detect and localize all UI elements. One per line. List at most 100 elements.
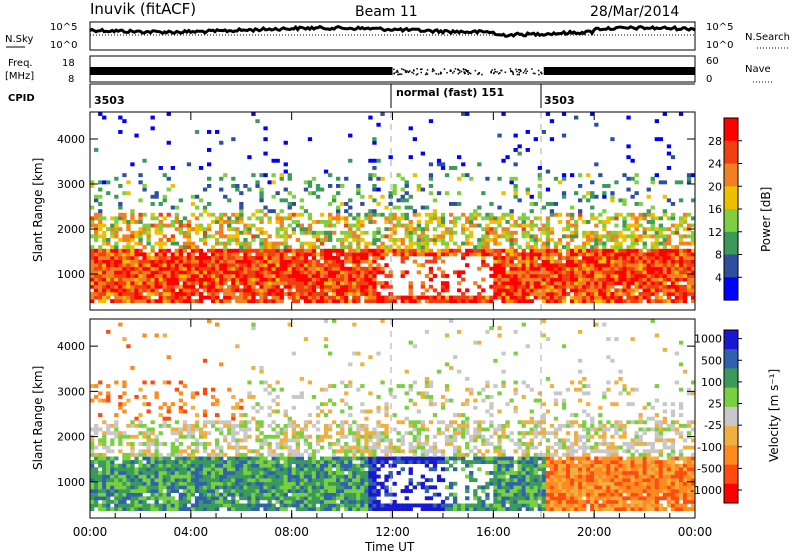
heatmap-cell (182, 463, 188, 468)
heatmap-cell (130, 496, 135, 501)
heatmap-cell (517, 277, 522, 282)
heatmap-cell (650, 223, 655, 228)
heatmap-cell (114, 471, 119, 475)
heatmap-cell (190, 474, 196, 479)
noise-left-tick-bottom: 10^0 (50, 40, 77, 51)
heatmap-cell (150, 431, 155, 436)
heatmap-cell (505, 281, 510, 286)
heatmap-cell (235, 238, 240, 242)
heatmap-cell (328, 456, 333, 461)
heatmap-cell (138, 216, 143, 221)
heatmap-cell (392, 187, 397, 192)
heatmap-cell (493, 238, 498, 242)
heatmap-cell (364, 248, 369, 253)
heatmap-cell (376, 507, 381, 511)
heatmap-cell (94, 395, 99, 399)
heatmap-cell (186, 223, 192, 228)
heatmap-cell (400, 270, 405, 275)
heatmap-cell (319, 212, 325, 217)
heatmap-cell (356, 434, 361, 439)
heatmap-cell (94, 492, 99, 497)
heatmap-cell (384, 409, 389, 414)
heatmap-cell (106, 456, 111, 461)
heatmap-cell (102, 467, 107, 472)
heatmap-cell (666, 277, 672, 282)
heatmap-cell (231, 481, 236, 486)
heatmap-cell (372, 434, 377, 439)
heatmap-cell (477, 284, 482, 289)
heatmap-cell (513, 162, 518, 167)
heatmap-cell (146, 445, 151, 450)
heatmap-cell (146, 263, 151, 268)
heatmap-cell (570, 256, 575, 260)
heatmap-cell (352, 431, 357, 436)
heatmap-cell (549, 292, 555, 296)
heatmap-cell (497, 205, 502, 210)
heatmap-cell (497, 216, 502, 221)
heatmap-cell (138, 463, 143, 468)
heatmap-cell (146, 230, 151, 235)
heatmap-cell (255, 474, 260, 479)
heatmap-cell (227, 270, 232, 275)
heatmap-cell (299, 499, 304, 504)
heatmap-cell (396, 503, 401, 508)
heatmap-cell (340, 474, 345, 479)
heatmap-cell (328, 230, 333, 235)
heatmap-cell (194, 467, 200, 472)
heatmap-cell (283, 241, 288, 246)
heatmap-cell (211, 234, 216, 239)
heatmap-cell (190, 503, 196, 508)
freq-point (526, 70, 528, 72)
heatmap-cell (404, 184, 409, 188)
heatmap-cell (154, 256, 159, 260)
heatmap-cell (102, 478, 107, 483)
heatmap-cell (348, 445, 353, 450)
heatmap-cell (215, 456, 220, 461)
heatmap-cell (642, 295, 647, 300)
heatmap-cell (170, 184, 175, 188)
heatmap-cell (307, 481, 313, 486)
heatmap-cell (328, 485, 333, 490)
heatmap-cell (243, 274, 248, 278)
heatmap-cell (207, 184, 212, 188)
heatmap-cell (303, 277, 309, 282)
heatmap-cell (388, 471, 393, 475)
heatmap-cell (328, 299, 333, 304)
heatmap-cell (114, 492, 119, 497)
heatmap-cell (291, 499, 296, 504)
heatmap-cell (332, 292, 337, 296)
heatmap-cell (215, 420, 220, 425)
heatmap-cell (666, 238, 672, 242)
heatmap-cell (570, 266, 575, 271)
heatmap-cell (650, 241, 655, 246)
heatmap-cell (340, 463, 345, 468)
heatmap-cell (469, 299, 474, 304)
heatmap-cell (574, 227, 579, 232)
heatmap-cell (114, 292, 119, 296)
heatmap-cell (598, 263, 603, 268)
heatmap-cell (194, 288, 200, 293)
heatmap-cell (146, 409, 151, 414)
heatmap-cell (570, 205, 575, 210)
heatmap-cell (545, 230, 551, 235)
heatmap-cell (283, 281, 288, 286)
heatmap-cell (525, 274, 530, 278)
heatmap-cell (424, 299, 430, 304)
heatmap-cell (501, 256, 506, 260)
heatmap-cell (396, 220, 401, 224)
heatmap-cell (247, 380, 252, 385)
heatmap-cell (360, 481, 365, 486)
heatmap-cell (670, 281, 676, 286)
heatmap-cell (590, 212, 595, 217)
heatmap-cell (291, 274, 296, 278)
heatmap-cell (94, 460, 99, 464)
heatmap-cell (198, 292, 204, 296)
heatmap-cell (570, 223, 575, 228)
heatmap-cell (134, 507, 139, 511)
heatmap-cell (444, 295, 450, 300)
heatmap-cell (118, 402, 123, 407)
heatmap-cell (372, 230, 377, 235)
heatmap-cell (521, 212, 526, 217)
heatmap-cell (235, 402, 240, 407)
heatmap-cell (134, 478, 139, 483)
